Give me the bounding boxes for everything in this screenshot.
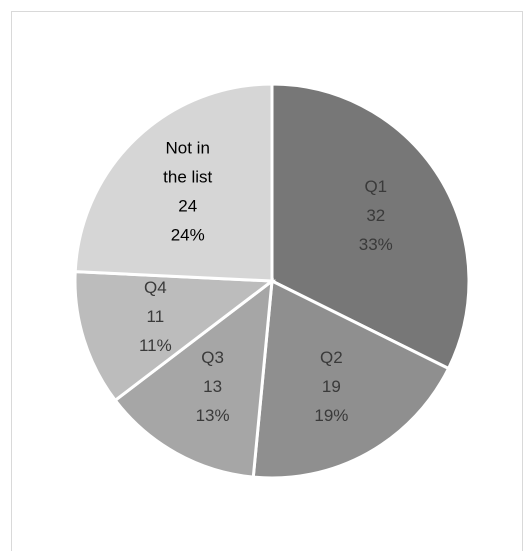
pie-slice-q1: [270, 82, 471, 371]
pie-slice-not-in-the-list: [73, 82, 274, 283]
slice-percent-label: 13%: [196, 406, 230, 425]
slice-category-label: Q2: [320, 348, 343, 367]
slice-label-q2: Q2 19 19%: [314, 348, 348, 425]
slice-value-label: 24: [178, 197, 197, 216]
slice-category-label: Q4: [144, 278, 167, 297]
slice-value-label: 13: [203, 377, 222, 396]
slice-label-q1: Q1 32 33%: [359, 177, 393, 254]
slice-label-q4: Q4 11 11%: [139, 278, 172, 355]
slice-value-label: 11: [147, 307, 165, 326]
slice-label-not-in-the-list: Not in the list 24 24%: [163, 139, 212, 245]
slice-value-label: 32: [366, 206, 385, 225]
slice-percent-label: 24%: [171, 226, 205, 245]
pie-slice-q3: [113, 277, 274, 479]
slice-category-label: Q3: [201, 348, 224, 367]
slice-category-label: the list: [163, 168, 212, 187]
slice-percent-label: 19%: [314, 406, 348, 425]
pie-slice-q4: [73, 270, 277, 403]
slice-percent-label: 11%: [139, 336, 172, 355]
slice-category-label: Q1: [364, 177, 387, 196]
slice-category-label: Not in: [166, 139, 210, 158]
pie-slice-q2: [251, 278, 451, 480]
slice-percent-label: 33%: [359, 235, 393, 254]
slice-value-label: 19: [322, 377, 341, 396]
slice-label-q3: Q3 13 13%: [196, 348, 230, 425]
